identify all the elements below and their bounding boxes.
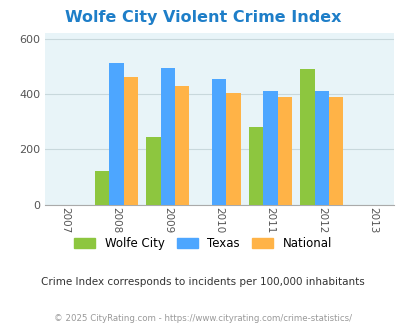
Bar <box>248 127 263 205</box>
Text: Wolfe City Violent Crime Index: Wolfe City Violent Crime Index <box>64 10 341 25</box>
Text: © 2025 CityRating.com - https://www.cityrating.com/crime-statistics/: © 2025 CityRating.com - https://www.city… <box>54 314 351 323</box>
Bar <box>175 85 189 205</box>
Bar <box>226 92 240 205</box>
Bar <box>277 97 292 205</box>
Bar <box>211 79 226 205</box>
Legend: Wolfe City, Texas, National: Wolfe City, Texas, National <box>74 237 331 250</box>
Bar <box>300 69 314 205</box>
Bar <box>146 137 160 205</box>
Bar <box>109 63 124 205</box>
Bar <box>124 77 138 205</box>
Bar <box>263 91 277 205</box>
Bar <box>314 91 328 205</box>
Bar <box>328 97 343 205</box>
Bar <box>95 171 109 205</box>
Text: Crime Index corresponds to incidents per 100,000 inhabitants: Crime Index corresponds to incidents per… <box>41 277 364 287</box>
Bar <box>160 68 175 205</box>
